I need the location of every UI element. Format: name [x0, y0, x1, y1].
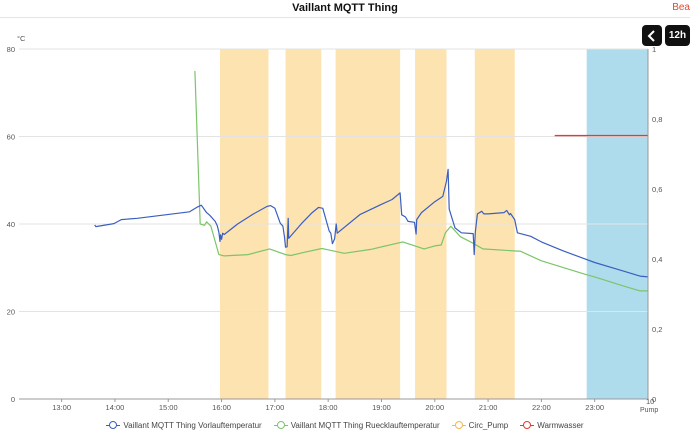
x-tick-label: 15:00	[159, 403, 178, 412]
y2-tick-label: 0	[652, 395, 656, 404]
legend-label: Vaillant MQTT Thing Vorlauftemperatur	[123, 420, 262, 430]
y2-unit-label: Pump	[640, 407, 658, 414]
circ-pump-on-band	[219, 49, 269, 399]
legend-label: Circ_Pump	[468, 420, 509, 430]
circ-pump-on-band	[415, 49, 447, 399]
range-12h-button[interactable]: 12h	[665, 25, 690, 46]
y-tick-label: 0	[11, 395, 15, 404]
chart-legend: Vaillant MQTT Thing Vorlauftemperatur Va…	[0, 418, 690, 432]
legend-item-ruecklauf[interactable]: Vaillant MQTT Thing Ruecklauftemperatur	[273, 420, 440, 430]
shaded-band	[586, 49, 648, 399]
y2-tick-label: 0,8	[652, 115, 662, 124]
y2-tick-label: 0,2	[652, 325, 662, 334]
y2-tick-label: 1	[652, 45, 656, 54]
legend-marker	[106, 421, 121, 429]
back-button[interactable]	[642, 25, 662, 46]
x-tick-label: 14:00	[106, 403, 125, 412]
legend-marker	[273, 421, 288, 429]
ruecklauf-series-line	[194, 70, 648, 292]
legend-label: Warmwasser	[537, 420, 584, 430]
legend-item-circ-pump[interactable]: Circ_Pump	[451, 420, 509, 430]
legend-item-warmwasser[interactable]: Warmwasser	[520, 420, 584, 430]
x-tick-label: 17:00	[265, 403, 284, 412]
y2-tick-label: 0,6	[652, 185, 662, 194]
vorlauf-series-line	[94, 168, 649, 278]
legend-marker	[520, 421, 535, 429]
chevron-left-icon	[647, 29, 655, 42]
x-tick-label: 21:00	[479, 403, 498, 412]
header-right-link[interactable]: Bea	[672, 2, 690, 13]
legend-label: Vaillant MQTT Thing Ruecklauftemperatur	[290, 420, 440, 430]
x-tick-label: 19:00	[372, 403, 391, 412]
header-bar: Vaillant MQTT Thing Bea	[0, 0, 690, 18]
x-tick-label: 20:00	[425, 403, 444, 412]
circ-pump-on-band	[285, 49, 322, 399]
y2-tick-label: 0,4	[652, 255, 662, 264]
page-title: Vaillant MQTT Thing	[292, 2, 398, 14]
x-tick-label: 10	[646, 397, 654, 406]
y-tick-label: 60	[7, 133, 15, 142]
y-tick-label: 20	[7, 308, 15, 317]
circ-pump-on-band	[335, 49, 401, 399]
x-tick-label: 23:00	[585, 403, 604, 412]
y-unit-label: °C	[17, 34, 26, 43]
legend-marker	[451, 421, 466, 429]
x-tick-label: 13:00	[52, 403, 71, 412]
circ-pump-on-band	[474, 49, 515, 399]
y-tick-label: 80	[7, 45, 15, 54]
x-tick-label: 18:00	[319, 403, 338, 412]
x-tick-label: 22:00	[532, 403, 551, 412]
y-tick-label: 40	[7, 220, 15, 229]
x-tick-label: 16:00	[212, 403, 231, 412]
legend-item-vorlauf[interactable]: Vaillant MQTT Thing Vorlauftemperatur	[106, 420, 262, 430]
